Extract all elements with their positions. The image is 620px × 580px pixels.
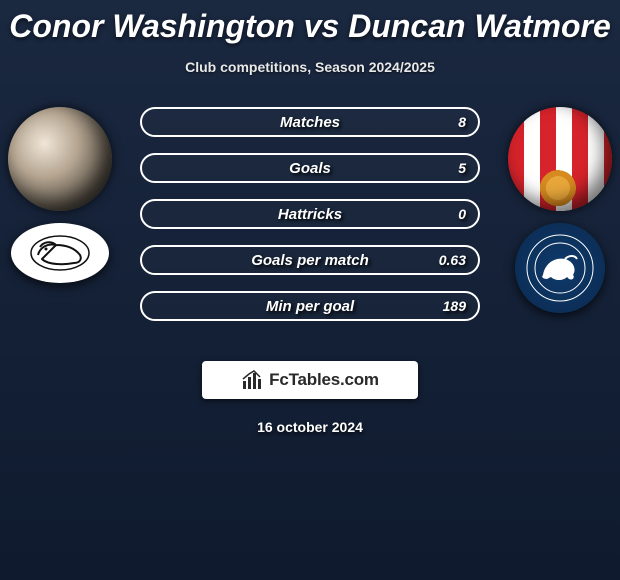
player-right-avatar bbox=[508, 107, 612, 211]
stat-row: Hattricks 0 bbox=[140, 199, 480, 229]
chart-icon bbox=[241, 369, 263, 391]
brand-badge: FcTables.com bbox=[202, 361, 418, 399]
stat-row: Goals 5 bbox=[140, 153, 480, 183]
club-right-badge bbox=[515, 223, 605, 313]
stat-row: Matches 8 bbox=[140, 107, 480, 137]
stat-right-value: 0.63 bbox=[439, 252, 466, 268]
stat-right-value: 8 bbox=[458, 114, 466, 130]
stat-right-value: 189 bbox=[443, 298, 466, 314]
date-text: 16 october 2024 bbox=[0, 419, 620, 435]
ram-icon bbox=[30, 235, 90, 271]
stat-row: Goals per match 0.63 bbox=[140, 245, 480, 275]
player-left-avatar bbox=[8, 107, 112, 211]
page-title: Conor Washington vs Duncan Watmore bbox=[0, 0, 620, 45]
stat-label: Goals per match bbox=[251, 252, 369, 269]
stat-right-value: 5 bbox=[458, 160, 466, 176]
player-left-column bbox=[0, 107, 120, 327]
club-left-badge bbox=[11, 223, 109, 283]
player-right-column bbox=[500, 107, 620, 327]
stat-row: Min per goal 189 bbox=[140, 291, 480, 321]
stat-label: Matches bbox=[280, 114, 340, 131]
subtitle: Club competitions, Season 2024/2025 bbox=[0, 59, 620, 75]
stat-label: Hattricks bbox=[278, 206, 342, 223]
stat-right-value: 0 bbox=[458, 206, 466, 222]
stat-label: Goals bbox=[289, 160, 331, 177]
comparison-content: Matches 8 Goals 5 Hattricks 0 Goals per … bbox=[0, 107, 620, 337]
stats-list: Matches 8 Goals 5 Hattricks 0 Goals per … bbox=[140, 107, 480, 321]
stat-label: Min per goal bbox=[266, 298, 354, 315]
brand-text: FcTables.com bbox=[269, 370, 379, 390]
lion-icon bbox=[525, 233, 595, 303]
